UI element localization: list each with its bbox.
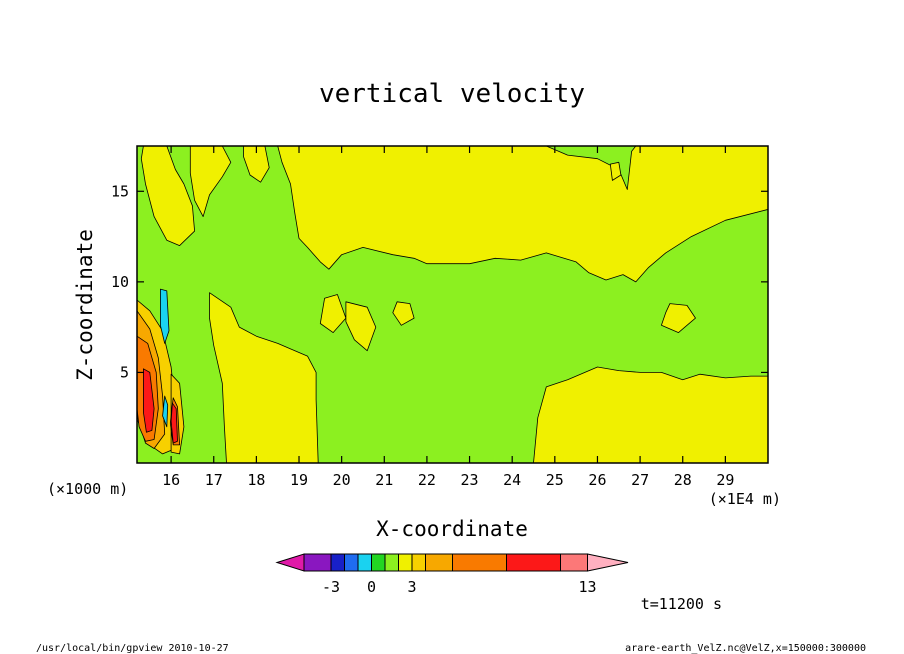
- contour-region-level--1: [162, 395, 169, 428]
- x-axis-label: X-coordinate: [376, 517, 528, 541]
- x-axis: 16 17 18 19 20 21 22 23 24 25 26 27 28 29: [162, 146, 734, 489]
- x-tick-label: 17: [205, 471, 223, 489]
- colorbar-swatch: [411, 553, 426, 572]
- plot-frame: [136, 145, 769, 464]
- contour-region-level-0: [140, 146, 196, 247]
- x-units-left: (×1000 m): [47, 480, 128, 498]
- colorbar-swatch: [384, 553, 399, 572]
- footer-left: /usr/local/bin/gpview 2010-10-27: [36, 643, 229, 654]
- y-axis-label: Z-coordinate: [73, 229, 97, 381]
- y-tick-label: 15: [111, 182, 129, 200]
- y-axis: 5 10 15: [111, 182, 768, 381]
- colorbar-label: 0: [367, 578, 376, 596]
- x-tick-label: 29: [716, 471, 734, 489]
- colorbar-swatch: [303, 553, 332, 572]
- contour-region-level-0: [533, 366, 768, 463]
- colorbar-swatch: [587, 553, 629, 572]
- x-tick-label: 27: [631, 471, 649, 489]
- x-tick-label: 26: [588, 471, 606, 489]
- contour-region-level-4: [142, 368, 155, 433]
- colorbar-label: 13: [578, 578, 596, 596]
- colorbar-swatch: [560, 553, 588, 572]
- x-tick-label: 19: [290, 471, 308, 489]
- x-tick-label: 25: [546, 471, 564, 489]
- x-tick-label: 23: [461, 471, 479, 489]
- x-tick-label: 18: [247, 471, 265, 489]
- colorbar-swatch: [425, 553, 453, 572]
- contour-region-level--1: [159, 288, 170, 344]
- contour-region-level-0: [189, 146, 232, 218]
- colorbar-label: 3: [407, 578, 416, 596]
- colorbar-label: -3: [322, 578, 340, 596]
- colorbar: -3 0 3 13: [275, 553, 629, 596]
- contour-region-level-0: [209, 292, 319, 463]
- contour-region-level-0: [243, 146, 270, 183]
- contour-region-level-0: [661, 303, 696, 334]
- time-label: t=11200 s: [641, 595, 722, 613]
- chart-title: vertical velocity: [319, 79, 585, 109]
- colorbar-swatch: [330, 553, 345, 572]
- contour-region-level-0: [319, 294, 347, 334]
- colorbar-swatch: [344, 553, 359, 572]
- x-tick-label: 16: [162, 471, 180, 489]
- colorbar-swatch: [371, 553, 386, 572]
- contour-region-level-0: [277, 146, 768, 283]
- x-tick-label: 28: [674, 471, 692, 489]
- x-tick-label: 22: [418, 471, 436, 489]
- colorbar-swatch: [357, 553, 372, 572]
- x-tick-label: 21: [375, 471, 393, 489]
- x-units-right: (×1E4 m): [709, 490, 781, 508]
- x-tick-label: 24: [503, 471, 521, 489]
- contour-region-level-4: [170, 402, 178, 444]
- x-tick-label: 20: [333, 471, 351, 489]
- colorbar-swatch: [275, 553, 305, 572]
- contour-region-level-0: [609, 161, 622, 181]
- contour-region-level-0: [392, 301, 415, 326]
- plot-area: [137, 146, 768, 463]
- footer-right: arare-earth_VelZ.nc@VelZ,x=150000:300000: [625, 643, 866, 654]
- colorbar-swatch: [452, 553, 507, 572]
- y-tick-label: 10: [111, 273, 129, 291]
- contour-region-level-0: [345, 301, 377, 352]
- y-tick-label: 5: [120, 363, 129, 381]
- colorbar-swatch: [506, 553, 561, 572]
- colorbar-swatch: [398, 553, 413, 572]
